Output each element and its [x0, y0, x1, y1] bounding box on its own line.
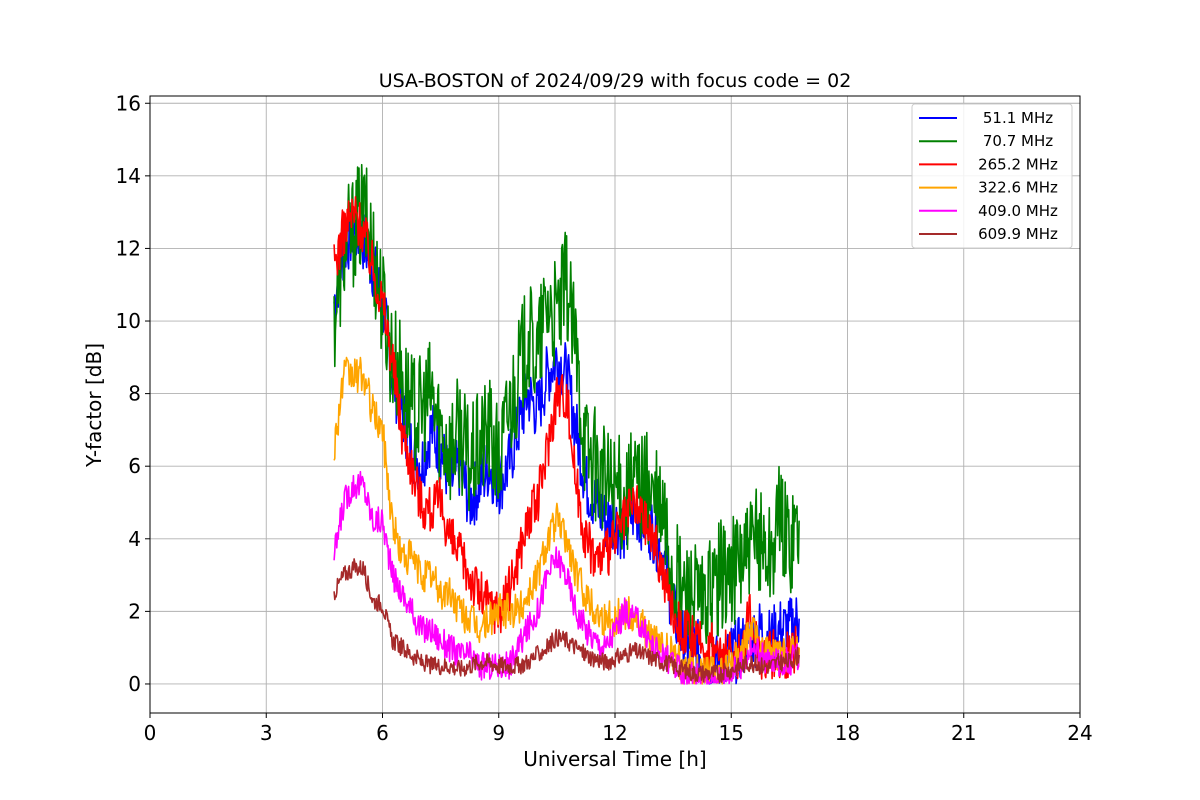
legend-label: 70.7 MHz [983, 132, 1053, 150]
x-tick-label: 12 [602, 721, 627, 745]
y-tick-label: 16 [116, 91, 141, 115]
series-line [333, 558, 800, 683]
legend-label: 609.9 MHz [978, 225, 1058, 243]
x-tick-label: 18 [835, 721, 860, 745]
x-tick-label: 3 [260, 721, 273, 745]
x-axis-label: Universal Time [h] [523, 747, 706, 771]
legend-label: 51.1 MHz [983, 109, 1053, 127]
y-tick-label: 14 [116, 164, 141, 188]
y-tick-label: 2 [128, 599, 141, 623]
x-tick-label: 21 [951, 721, 976, 745]
chart-title: USA-BOSTON of 2024/09/29 with focus code… [379, 70, 852, 92]
y-tick-label: 6 [128, 454, 141, 478]
y-tick-label: 10 [116, 309, 141, 333]
series-group [333, 163, 800, 685]
x-tick-label: 9 [492, 721, 505, 745]
series-line [333, 163, 800, 649]
y-tick-label: 4 [128, 527, 141, 551]
legend-box [911, 103, 1073, 249]
legend: 51.1 MHz 70.7 MHz 265.2 MHz 322.6 MHz 409.0 … [911, 103, 1073, 249]
y-axis-label: Y-factor [dB] [82, 343, 106, 468]
x-tick-label: 6 [376, 721, 389, 745]
legend-label: 322.6 MHz [978, 179, 1058, 197]
y-tick-label: 8 [128, 382, 141, 406]
x-tick-label: 0 [144, 721, 157, 745]
legend-label: 409.0 MHz [978, 202, 1058, 220]
x-tick-label: 24 [1067, 721, 1092, 745]
legend-label: 265.2 MHz [978, 155, 1058, 173]
series-line [333, 356, 800, 685]
y-tick-label: 0 [128, 672, 141, 696]
x-tick-label: 15 [719, 721, 744, 745]
y-tick-label: 12 [116, 236, 141, 260]
